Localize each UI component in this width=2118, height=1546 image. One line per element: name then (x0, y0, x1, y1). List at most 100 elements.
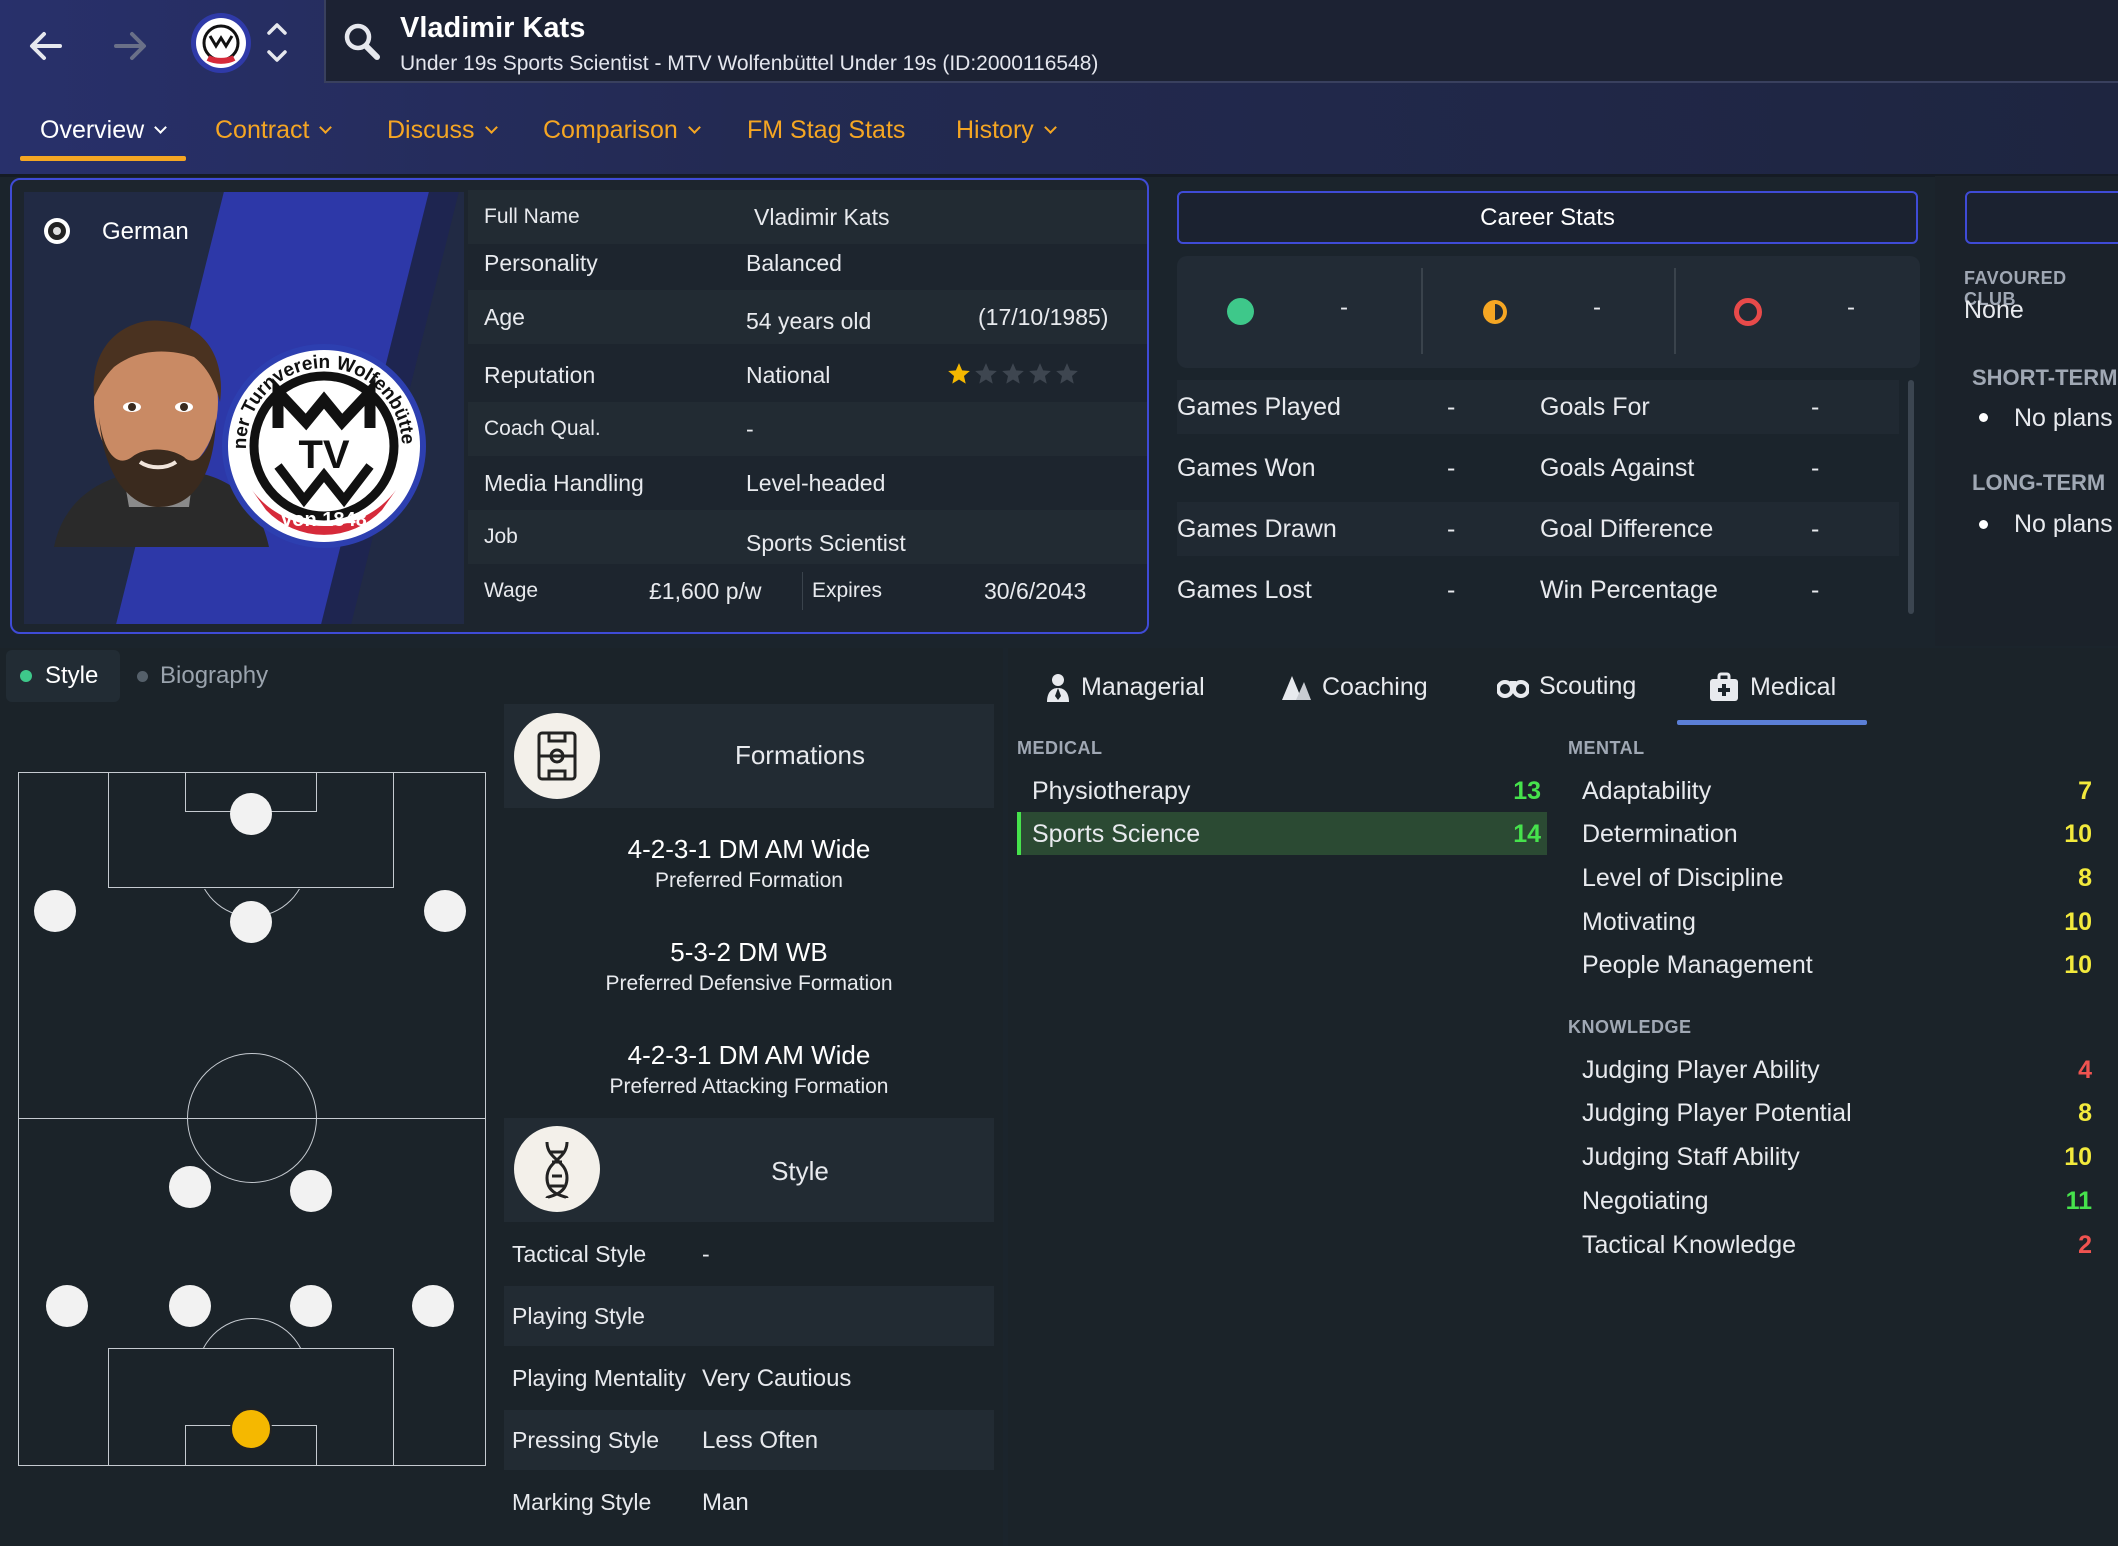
inactive-dot-icon (137, 671, 148, 682)
magnifier-icon[interactable] (342, 20, 382, 67)
active-tab-indicator (20, 156, 186, 161)
style-label: Pressing Style (512, 1427, 660, 1453)
style-row-tactical: Tactical Style - (504, 1224, 994, 1284)
draw-dot-icon (1481, 298, 1509, 331)
detail-value: - (746, 415, 754, 442)
stat-label: Games Lost (1177, 576, 1312, 604)
stat-label: Goals For (1540, 393, 1650, 421)
attr-value: 11 (2065, 1187, 2092, 1215)
stat-value: - (1447, 393, 1456, 421)
club-crest-small[interactable] (190, 10, 252, 76)
tab-label: History (956, 116, 1034, 144)
player-marker-amr (424, 890, 466, 932)
star-filled-icon (948, 363, 970, 384)
attr-value: 10 (2064, 908, 2092, 936)
up-down-chevron-icon (267, 23, 287, 62)
detail-label: Reputation (484, 361, 596, 388)
player-marker-amc (230, 901, 272, 943)
stat-value: - (1447, 515, 1456, 543)
style-value: Very Cautious (702, 1365, 852, 1392)
scrollbar[interactable] (1908, 380, 1914, 614)
medical-section-label: MEDICAL (1017, 738, 1103, 758)
tab-style-label: Style (45, 662, 99, 689)
tab-fm-stag-stats[interactable]: FM Stag Stats (747, 116, 905, 145)
detail-personality: Personality Balanced (468, 236, 1147, 290)
player-marker-dr (412, 1285, 454, 1327)
attr-name: Tactical Knowledge (1582, 1231, 1797, 1259)
active-tab-indicator (1677, 720, 1867, 725)
tab-overview[interactable]: Overview (40, 116, 168, 145)
detail-value: Level-headed (746, 469, 886, 496)
formation-name: 4-2-3-1 DM AM Wide (627, 1040, 871, 1070)
short-term-label: SHORT-TERM (1972, 365, 2118, 390)
favoured-club-value: None (1964, 296, 2024, 324)
plans-header[interactable] (1965, 191, 2118, 244)
detail-value: Balanced (746, 249, 842, 276)
tab-label: FM Stag Stats (747, 116, 906, 144)
player-marker-st (230, 793, 272, 835)
style-value: Less Often (702, 1427, 819, 1454)
tab-history[interactable]: History (956, 116, 1057, 145)
stat-label: Goal Difference (1540, 515, 1714, 543)
stat-value: - (1811, 393, 1820, 421)
header-divider (0, 174, 2118, 177)
reputation-stars (946, 361, 1080, 387)
stat-label: Games Won (1177, 454, 1316, 482)
formation-desc: Preferred Formation (655, 869, 843, 892)
plans-panel (1935, 176, 2118, 646)
binoculars-icon (1497, 679, 1529, 698)
bullet-icon (1979, 520, 1988, 529)
detail-value: National (746, 361, 831, 388)
tab-medical[interactable]: Medical (1708, 672, 1836, 702)
divider (802, 572, 803, 610)
stat-label: Games Played (1177, 393, 1341, 421)
search-bar[interactable] (324, 0, 2118, 83)
detail-value: 54 years old (746, 308, 872, 334)
stat-label: Win Percentage (1540, 576, 1718, 604)
detail-label: Age (484, 303, 525, 330)
tab-label: Comparison (543, 116, 678, 144)
career-stats-title: Career Stats (1480, 203, 1615, 231)
tab-discuss[interactable]: Discuss (387, 116, 498, 145)
style-title: Style (771, 1156, 829, 1186)
star-empty-icon (1029, 363, 1051, 384)
back-button[interactable] (18, 18, 74, 74)
player-marker-aml (34, 890, 76, 932)
chevron-down-icon (687, 121, 701, 134)
club-switch-arrows[interactable] (262, 18, 292, 73)
tab-comparison[interactable]: Comparison (543, 116, 701, 145)
style-label: Marking Style (512, 1489, 652, 1515)
attr-name: People Management (1582, 951, 1813, 979)
star-empty-icon (1056, 363, 1078, 384)
whistle-icon (1282, 676, 1311, 700)
formation-icon (514, 713, 600, 799)
detail-full-name: Full Name Vladimir Kats (468, 190, 1147, 244)
detail-label: Wage (484, 579, 539, 602)
forward-button[interactable] (102, 18, 158, 74)
tab-managerial[interactable]: Managerial (1045, 672, 1205, 702)
attr-name: Sports Science (1032, 820, 1201, 848)
tab-label: Managerial (1081, 672, 1205, 701)
detail-label: Personality (484, 249, 598, 276)
attr-name: Motivating (1582, 908, 1696, 936)
tab-biography[interactable]: Biography (160, 662, 269, 689)
staff-portrait (54, 320, 269, 547)
tab-contract[interactable]: Contract (215, 116, 333, 145)
header-bar: Vladimir Kats Under 19s Sports Scientist… (0, 0, 2118, 177)
tab-coaching[interactable]: Coaching (1278, 672, 1428, 702)
style-row-pressing: Pressing Style Less Often (504, 1410, 994, 1470)
tab-scouting[interactable]: Scouting (1497, 672, 1636, 701)
arrow-right-icon (114, 32, 146, 60)
attr-name: Judging Player Ability (1582, 1056, 1820, 1084)
arrow-left-icon (30, 32, 62, 60)
stat-label: Goals Against (1540, 454, 1695, 482)
short-term-value: No plans (2014, 404, 2113, 432)
attr-highlight-row[interactable] (1017, 812, 1547, 855)
career-stats-header[interactable]: Career Stats (1177, 191, 1918, 244)
detail-reputation: Reputation National (468, 348, 1147, 402)
tab-label: Medical (1750, 672, 1837, 701)
attr-value: 13 (1513, 777, 1541, 805)
date-of-birth: (17/10/1985) (978, 303, 1109, 330)
chevron-down-icon (484, 121, 498, 134)
expires-label: Expires (812, 579, 883, 602)
